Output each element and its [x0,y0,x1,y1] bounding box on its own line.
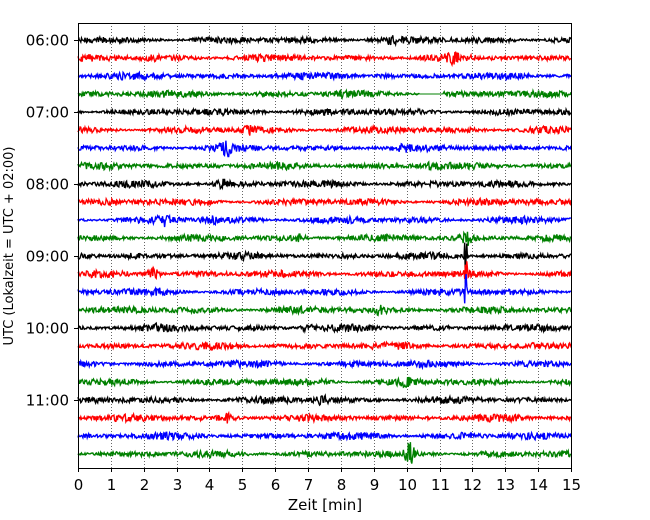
trace-row [77,274,572,304]
y-axis-ticks: 06:00 07:00 08:00 09:00 10:00 11:00 [26,32,78,410]
x-tick-label: 14 [529,476,548,494]
seismogram-trace [77,123,572,136]
trace-row [77,70,572,82]
x-tick-label: 10 [398,476,417,494]
trace-row [77,358,572,371]
trace-row [77,340,572,352]
trace-row [78,34,572,48]
seismogram-trace [77,274,572,304]
trace-row [77,430,572,442]
seismogram-trace [77,51,572,68]
seismogram-trace [78,34,572,48]
seismogram-trace [77,88,572,101]
trace-row [77,304,572,317]
x-tick-label: 0 [74,476,84,494]
trace-row [77,261,572,281]
x-axis-label: Zeit [min] [288,496,362,514]
seismogram-trace [77,442,572,464]
x-tick-label: 9 [370,476,380,494]
seismogram-trace [77,321,572,335]
seismogram-trace [77,106,572,118]
x-tick-label: 4 [205,476,215,494]
plot-frame [78,23,572,469]
trace-row [77,178,572,191]
x-tick-label: 8 [337,476,347,494]
trace-row [77,410,572,425]
seismogram-trace [77,213,571,228]
trace-row [77,321,572,335]
trace-row [77,230,572,246]
seismogram-trace [77,340,572,352]
trace-row [77,242,572,284]
x-tick-label: 3 [173,476,183,494]
y-tick-label: 06:00 [26,32,69,50]
seismogram-trace [77,230,572,246]
seismogram-trace [77,358,572,371]
trace-row [77,442,572,464]
seismogram-trace [77,430,572,442]
y-tick-label: 11:00 [26,392,69,410]
seismogram-trace [77,196,572,208]
trace-row [77,160,572,173]
x-tick-label: 12 [463,476,482,494]
x-tick-label: 15 [562,476,581,494]
x-tick-label: 11 [431,476,450,494]
x-tick-label: 13 [496,476,515,494]
y-tick-label: 09:00 [26,248,69,266]
x-tick-label: 1 [107,476,117,494]
seismogram-trace [77,70,572,82]
trace-row [77,393,572,407]
y-axis-label: UTC (Lokalzeit = UTC + 02:00) [2,147,17,346]
seismogram-trace [77,304,572,317]
trace-row [77,196,572,208]
seismogram-trace [77,242,572,284]
trace-row [77,51,572,68]
trace-row [77,88,572,101]
x-tick-label: 6 [271,476,281,494]
y-tick-label: 08:00 [26,176,69,194]
trace-row [77,140,572,158]
x-tick-label: 7 [304,476,314,494]
seismogram-trace [77,140,572,158]
x-tick-label: 2 [140,476,150,494]
seismogram-trace [77,410,572,425]
y-tick-label: 10:00 [26,320,69,338]
seismogram-traces [77,34,572,464]
x-axis-ticks: 0 1 2 3 4 5 6 7 8 9 10 11 12 13 14 15 [74,468,581,494]
seismogram-trace [78,376,572,389]
seismogram-trace [77,178,572,191]
trace-row [77,106,572,118]
trace-row [77,213,571,228]
seismogram-trace [77,393,572,407]
trace-row [77,123,572,136]
trace-row [78,376,572,389]
grid-lines [111,23,539,468]
y-tick-label: 07:00 [26,104,69,122]
seismogram-trace [77,261,572,281]
x-tick-label: 5 [238,476,248,494]
seismogram-trace [77,160,572,173]
